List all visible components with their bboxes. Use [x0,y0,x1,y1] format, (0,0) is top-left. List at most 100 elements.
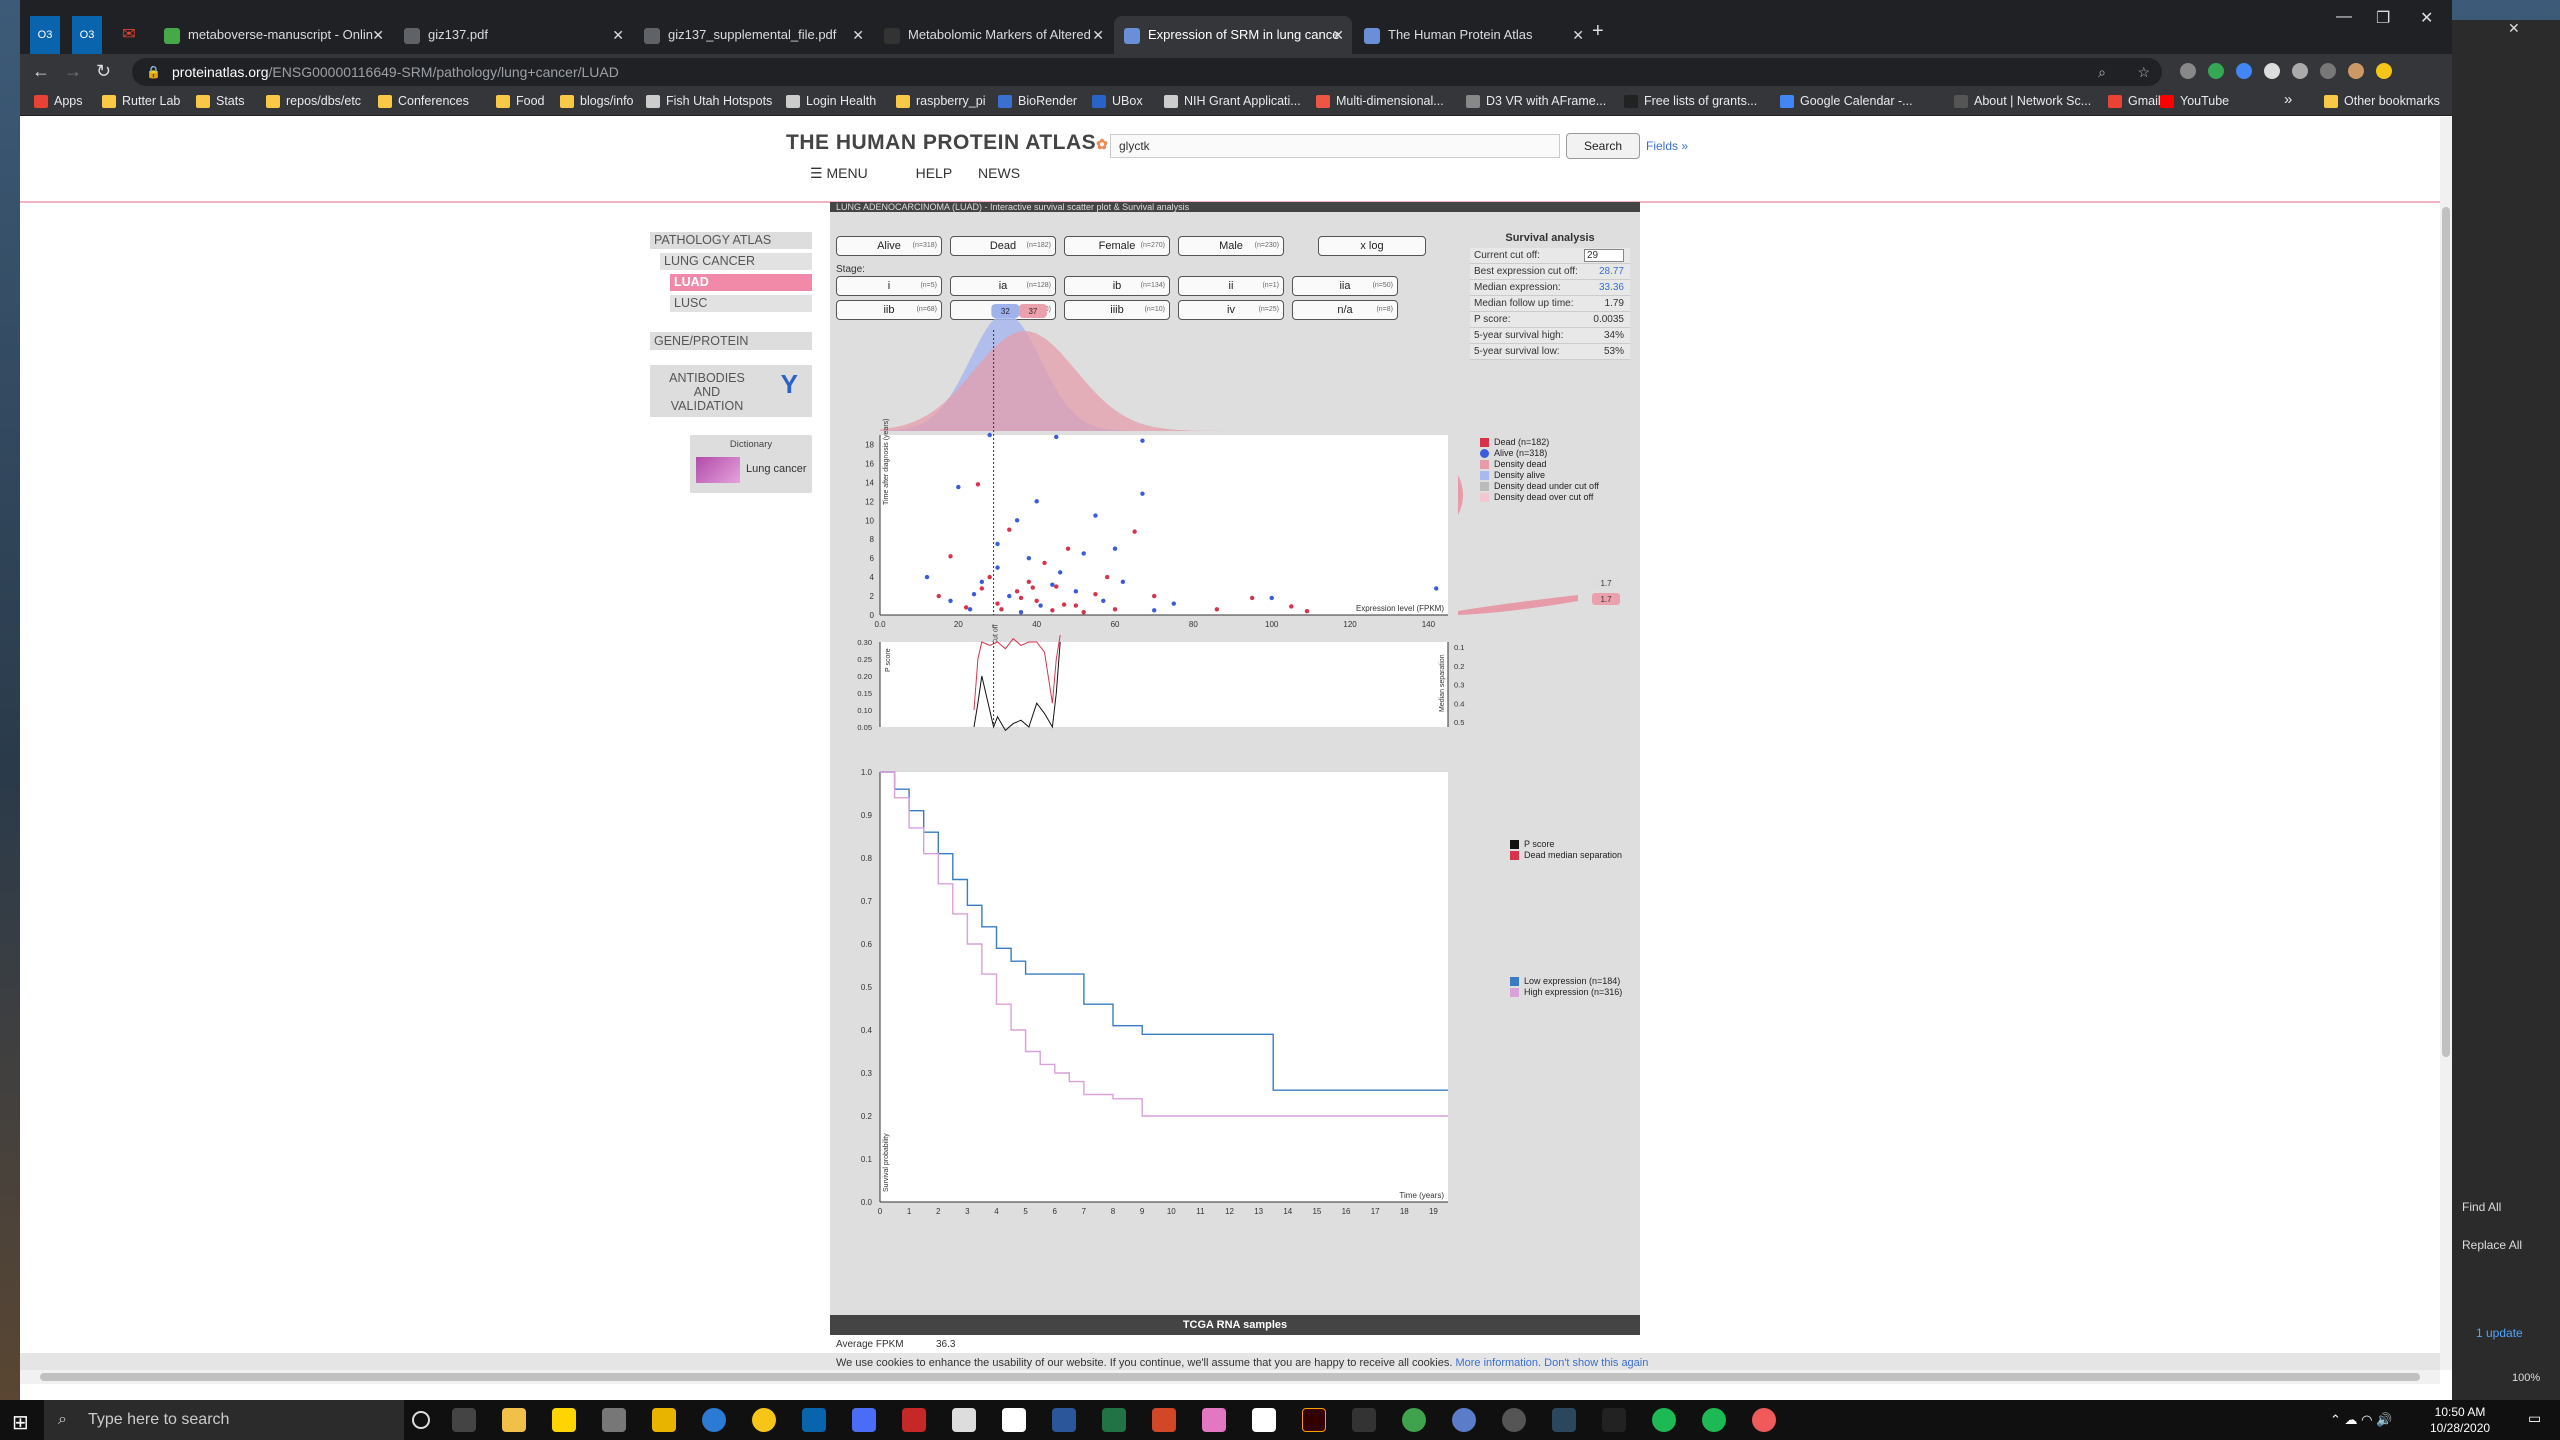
sidebar-pathology-atlas[interactable]: PATHOLOGY ATLAS [650,232,812,249]
filter-dead-button[interactable]: Dead (n=182) [950,236,1056,256]
app-icon[interactable] [652,1408,676,1432]
stage-na-button[interactable]: n/a (n=8) [1292,300,1398,320]
extension-icon[interactable] [2264,63,2280,79]
extension-icon[interactable] [2236,63,2252,79]
pinned-tab-outlook-1[interactable]: O3 [30,16,60,54]
pinned-tab-gmail[interactable]: ✉ [114,16,144,54]
star-icon[interactable]: ☆ [2137,64,2150,80]
hpa-logo[interactable]: THE HUMAN PROTEIN ATLAS✿ [786,131,1109,154]
steam-icon[interactable] [1552,1408,1576,1432]
bookmark-other[interactable]: Other bookmarks [2324,94,2440,108]
reload-icon[interactable]: ↻ [96,61,112,81]
tab-supplemental[interactable]: giz137_supplemental_file.pdf ✕ [634,16,872,54]
bookmark-link[interactable]: Fish Utah Hotspots [646,94,772,108]
bookmark-link[interactable]: Gmail [2108,94,2161,108]
tcga-section-header[interactable]: TCGA RNA samples [830,1315,1640,1335]
bookmark-link[interactable]: Free lists of grants... [1624,94,1757,108]
bookmark-link[interactable]: Login Health [786,94,876,108]
bookmark-link[interactable]: UBox [1092,94,1143,108]
extension-icon[interactable] [2208,63,2224,79]
replace-all-button[interactable]: Replace All [2462,1238,2523,1252]
taskbar-search[interactable]: ⌕ Type here to search [44,1400,404,1440]
edge-icon[interactable] [702,1408,726,1432]
sidebar-lusc[interactable]: LUSC [670,295,812,312]
outlook-icon[interactable] [802,1408,826,1432]
clock[interactable]: 10:50 AM 10/28/2020 [2430,1405,2491,1435]
tab-human-protein-atlas[interactable]: The Human Protein Atlas ✕ [1354,16,1592,54]
search-input[interactable]: glyctk [1110,134,1560,158]
terminal-icon[interactable] [1352,1408,1376,1432]
cortana-icon[interactable] [412,1411,430,1429]
spotify-icon[interactable] [1652,1408,1676,1432]
bookmark-link[interactable]: NIH Grant Applicati... [1164,94,1301,108]
scrollbar-thumb[interactable] [2442,207,2450,1057]
system-tray-icon[interactable]: ⌃ ☁ ◠ 🔊 [2330,1412,2393,1427]
news-link[interactable]: NEWS [978,165,1021,181]
bookmark-apps[interactable]: Apps [34,94,83,108]
tab-manuscript[interactable]: metaboverse-manuscript - Onlin ✕ [154,16,392,54]
excel-icon[interactable] [1102,1408,1126,1432]
fields-link[interactable]: Fields » [1646,139,1689,153]
stage-iia-button[interactable]: iia (n=50) [1292,276,1398,296]
bookmark-folder[interactable]: Stats [196,94,245,108]
bookmark-link[interactable]: Multi-dimensional... [1316,94,1444,108]
stage-i-button[interactable]: i (n=5) [836,276,942,296]
sidebar-gene-protein[interactable]: GENE/PROTEIN [650,332,812,350]
cutoff-input[interactable]: 29 [1584,249,1624,262]
close-tab-icon[interactable]: ✕ [372,27,384,43]
powerpoint-icon[interactable] [1152,1408,1176,1432]
stage-iv-button[interactable]: iv (n=25) [1178,300,1284,320]
update-icon[interactable] [2376,63,2392,79]
find-all-button[interactable]: Find All [2462,1200,2502,1214]
bookmark-link[interactable]: Google Calendar -... [1780,94,1913,108]
app-icon[interactable] [1702,1408,1726,1432]
more-bookmarks-icon[interactable]: » [2284,91,2293,108]
puzzle-icon[interactable] [2292,63,2308,79]
tab-srm-lung-cancer[interactable]: Expression of SRM in lung cance ✕ [1114,16,1352,54]
app-icon[interactable] [1402,1408,1426,1432]
slack-icon[interactable] [1752,1408,1776,1432]
minimize-icon[interactable]: — [2336,8,2352,25]
app-icon[interactable] [602,1408,626,1432]
help-link[interactable]: HELP [915,165,953,181]
stage-iiib-button[interactable]: iiib (n=10) [1064,300,1170,320]
horizontal-scrollbar[interactable] [20,1370,2440,1384]
stage-iib-button[interactable]: iib (n=68) [836,300,942,320]
sidebar-antibodies[interactable]: ANTIBODIES AND VALIDATION Y [650,365,812,417]
search-button[interactable]: Search [1566,133,1640,159]
vertical-scrollbar[interactable] [2440,117,2452,1370]
address-bar[interactable]: 🔒 proteinatlas.org/ENSG00000116649-SRM/p… [132,58,2162,86]
bookmark-link[interactable]: BioRender [998,94,1077,108]
task-view-icon[interactable] [452,1408,476,1432]
close-window-icon[interactable]: ✕ [2420,10,2434,27]
more-info-link[interactable]: More information. [1455,1357,1542,1369]
close-tab-icon[interactable]: ✕ [612,27,624,43]
bookmark-folder[interactable]: repos/dbs/etc [266,94,361,108]
maximize-icon[interactable]: ❐ [2376,10,2391,27]
app-icon[interactable] [902,1408,926,1432]
bookmark-link[interactable]: D3 VR with AFrame... [1466,94,1606,108]
sidebar-luad[interactable]: LUAD [670,274,812,291]
zoom-app-icon[interactable] [852,1408,876,1432]
forward-icon[interactable]: → [64,61,82,81]
app-icon[interactable] [1502,1408,1526,1432]
xlog-button[interactable]: x log [1318,236,1426,256]
stage-ii-button[interactable]: ii (n=1) [1178,276,1284,296]
bookmark-folder[interactable]: blogs/info [560,94,634,108]
stage-ia-button[interactable]: ia (n=128) [950,276,1056,296]
sidebar-lung-cancer[interactable]: LUNG CANCER [660,253,812,270]
app-icon[interactable] [1202,1408,1226,1432]
bookmark-folder[interactable]: Food [496,94,545,108]
sticky-notes-icon[interactable] [552,1408,576,1432]
dismiss-cookie-link[interactable]: Don't show this again [1544,1357,1649,1369]
zoom-icon[interactable]: ⌕ [2098,64,2106,80]
extension-icon[interactable] [2180,63,2196,79]
bookmark-folder[interactable]: raspberry_pi [896,94,985,108]
tab-giz137-pdf[interactable]: giz137.pdf ✕ [394,16,632,54]
tab-metabolomic[interactable]: Metabolomic Markers of Altered ✕ [874,16,1112,54]
bookmark-link[interactable]: YouTube [2160,94,2229,108]
app-icon[interactable] [1252,1408,1276,1432]
close-tab-icon[interactable]: ✕ [852,27,864,43]
new-tab-button[interactable]: + [1592,20,1604,42]
filter-male-button[interactable]: Male (n=230) [1178,236,1284,256]
